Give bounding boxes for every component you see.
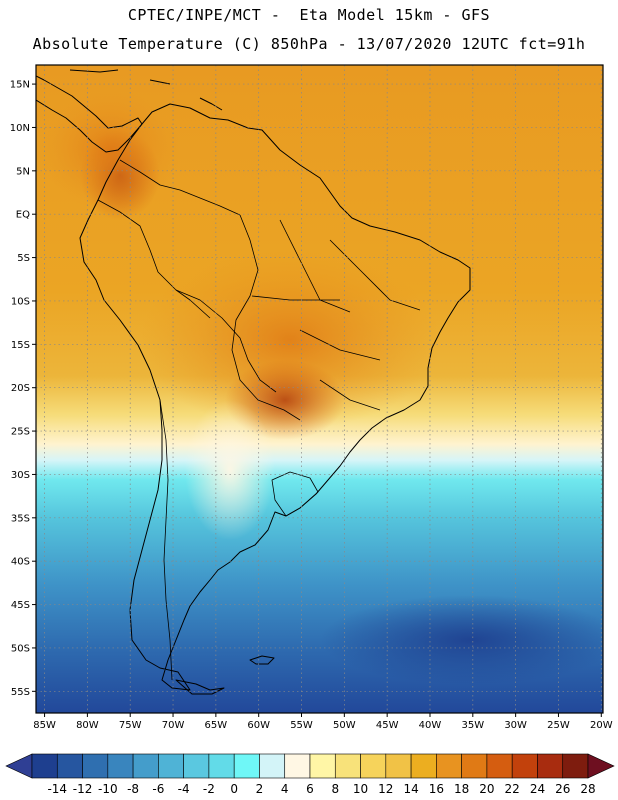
colorbar-segment [511, 753, 538, 779]
latitude-label: 5N [16, 166, 30, 177]
border-andean [97, 199, 211, 319]
colorbar-segment [233, 753, 260, 779]
colorbar-tick-label: 0 [230, 782, 238, 796]
central-america-coastline [36, 75, 143, 153]
latitude-label: 50S [11, 643, 30, 654]
colorbar-segment [385, 753, 412, 779]
brazil-states [251, 219, 421, 411]
colorbar-tick-label: 16 [429, 782, 444, 796]
colorbar-tick-label: 22 [505, 782, 520, 796]
colorbar-tick-label: 14 [403, 782, 418, 796]
longitude-label: 30W [504, 720, 527, 731]
colorbar-segment [334, 753, 361, 779]
colorbar-tick-label: -6 [152, 782, 164, 796]
colorbar-segment [461, 753, 488, 779]
colorbar-tick-label: -10 [98, 782, 118, 796]
lat-lon-grid [36, 65, 603, 713]
colorbar-segment [309, 753, 336, 779]
falklands [249, 655, 275, 665]
map-frame [35, 64, 604, 714]
longitude-label: 65W [205, 720, 228, 731]
border-argentina-chile [159, 399, 173, 681]
border-uruguay [271, 471, 319, 517]
colorbar-tick-label: -14 [47, 782, 67, 796]
coastlines [36, 69, 471, 695]
latitude-label: 5S [17, 253, 30, 264]
colorbar-tick-label: 26 [555, 782, 570, 796]
colorbar-tick-label: -8 [127, 782, 139, 796]
south-america-coastline [79, 103, 471, 691]
colorbar [5, 753, 615, 779]
colorbar-segment [537, 753, 564, 779]
longitude-label: 55W [290, 720, 313, 731]
colorbar-under-arrow [5, 753, 33, 779]
colorbar-tick-label: 10 [353, 782, 368, 796]
latitude-label: 10N [10, 123, 30, 134]
colorbar-segment [436, 753, 462, 779]
colorbar-segment [132, 753, 159, 779]
colorbar-segment [56, 753, 83, 779]
colorbar-tick-label: 24 [530, 782, 545, 796]
latitude-label: 30S [11, 470, 30, 481]
latitude-label: 10S [11, 296, 30, 307]
longitude-label: 50W [333, 720, 356, 731]
colorbar-segment [107, 753, 134, 779]
latitude-labels: 15N 10N 5N EQ 5S 10S 15S 20S 25S 30S 35S 40S 45S 50S 5… [10, 80, 36, 698]
longitude-label: 45W [376, 720, 399, 731]
colorbar-tick-label: -4 [178, 782, 190, 796]
colorbar-segment [360, 753, 387, 779]
latitude-label: 45S [11, 600, 30, 611]
latitude-label: 15N [10, 80, 30, 91]
colorbar-tick-label: 28 [580, 782, 595, 796]
colorbar-tick-label: 12 [378, 782, 393, 796]
colorbar-segment [410, 753, 437, 779]
map-title-line-2: Absolute Temperature (C) 850hPa - 13/07/… [32, 35, 586, 53]
colorbar-tick-label: -12 [73, 782, 93, 796]
caribbean-islands [69, 69, 223, 111]
latitude-label: 55S [11, 687, 30, 698]
longitude-label: 70W [162, 720, 185, 731]
colorbar-segment [486, 753, 513, 779]
colorbar-segment [82, 753, 109, 779]
colorbar-segment [284, 753, 311, 779]
colorbar-tick-label: 20 [479, 782, 494, 796]
latitude-label: 15S [11, 340, 30, 351]
colorbar-tick-label: 4 [281, 782, 289, 796]
colorbar-tick-label: 2 [256, 782, 264, 796]
colorbar-segment [562, 753, 589, 779]
colorbar-segment [31, 753, 58, 779]
latitude-label: 20S [11, 383, 30, 394]
latitude-label: 35S [11, 513, 30, 524]
latitude-label: 25S [11, 427, 30, 438]
latitude-label: EQ [16, 210, 30, 221]
longitude-label: 35W [462, 720, 485, 731]
longitude-label: 75W [119, 720, 142, 731]
country-borders [97, 159, 421, 681]
colorbar-segment [158, 753, 184, 779]
longitude-label: 20W [590, 720, 613, 731]
colorbar-labels: -14 -12 -10 -8 -6 -4 -2 0 2 4 6 8 10 12 14 16 18 20 22 24 26… [47, 782, 595, 796]
colorbar-tick-label: -2 [203, 782, 215, 796]
colorbar-segment [259, 753, 286, 779]
border-brazil-west [231, 214, 301, 421]
map-title-line-1: CPTEC/INPE/MCT - Eta Model 15km - GFS [127, 6, 491, 24]
longitude-label: 40W [419, 720, 442, 731]
longitude-label: 85W [33, 720, 56, 731]
longitude-labels: 85W 80W 75W 70W 65W 60W 55W 50W 45W 40W 35W 30W 25W 2… [33, 713, 613, 731]
longitude-label: 25W [547, 720, 570, 731]
colorbar-over-arrow [587, 753, 615, 779]
colorbar-tick-label: 18 [454, 782, 469, 796]
tierra-del-fuego [175, 679, 225, 695]
colorbar-tick-label: 8 [331, 782, 339, 796]
border-bolivia-paraguay [175, 289, 277, 393]
border-colombia-venezuela [119, 159, 241, 216]
latitude-label: 40S [11, 557, 30, 568]
longitude-label: 80W [76, 720, 99, 731]
longitude-label: 60W [247, 720, 270, 731]
colorbar-tick-label: 6 [306, 782, 314, 796]
colorbar-segment [208, 753, 235, 779]
colorbar-segment [183, 753, 210, 779]
